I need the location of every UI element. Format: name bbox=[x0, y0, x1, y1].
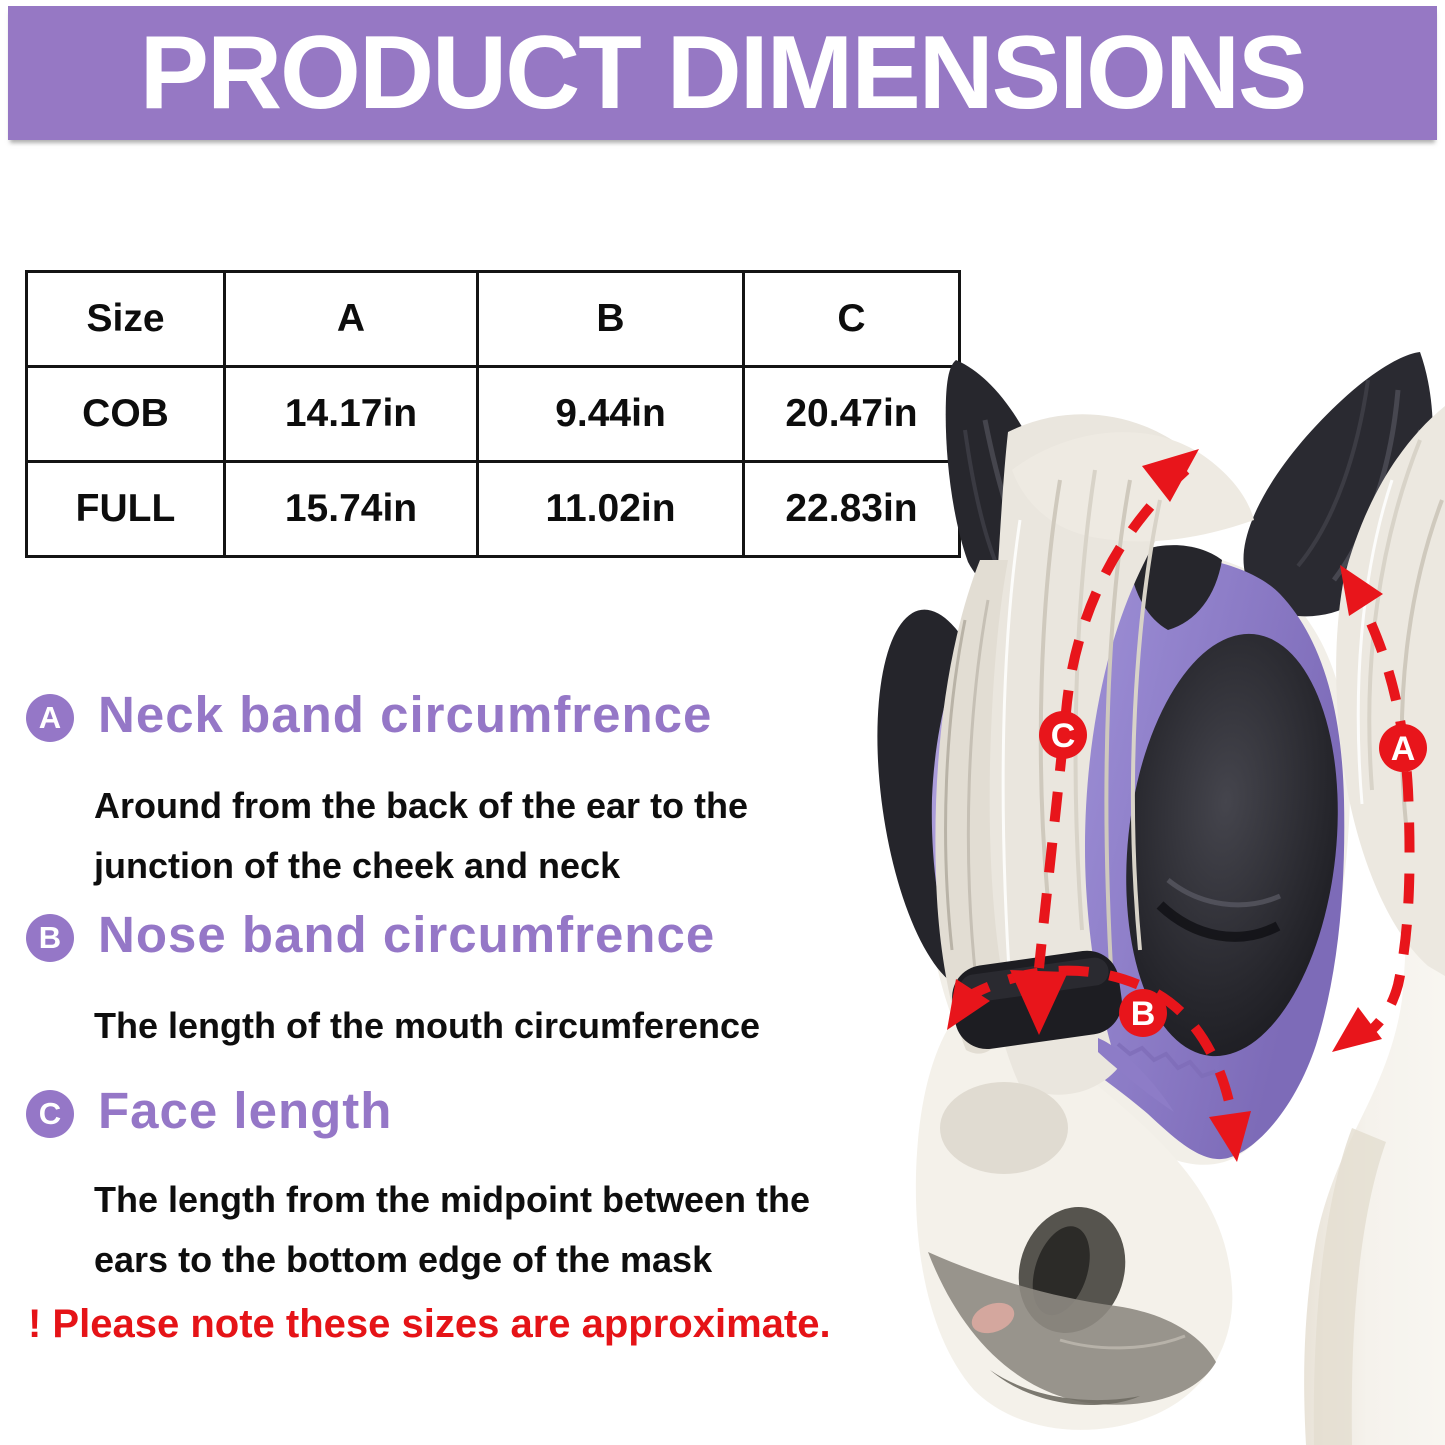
measurement-cell: 9.44in bbox=[476, 365, 745, 463]
arrowhead-c-bottom bbox=[1010, 970, 1068, 1035]
column-header-size: Size bbox=[25, 270, 226, 368]
label-a-circle bbox=[1379, 724, 1427, 772]
arrowhead-b-right bbox=[1209, 1111, 1251, 1162]
arrowhead-a-bottom bbox=[1332, 1007, 1382, 1052]
label-c-circle bbox=[1039, 711, 1087, 759]
arrowhead-c-top bbox=[1142, 449, 1199, 502]
label-a: A bbox=[1391, 730, 1416, 768]
mask-chin-sliver bbox=[1098, 1038, 1174, 1112]
definition-title-c: Face length bbox=[98, 1082, 393, 1139]
eyelash-through-mesh bbox=[1166, 878, 1282, 908]
label-b-circle bbox=[1119, 989, 1167, 1037]
measurement-labels: C A B bbox=[1039, 711, 1427, 1037]
measurement-cell: 14.17in bbox=[223, 365, 479, 463]
eye-through-mesh bbox=[1156, 901, 1281, 942]
size-table: Size A B C COB 14.17in 9.44in 20.47in FU… bbox=[25, 270, 961, 558]
size-cell: FULL bbox=[25, 460, 226, 558]
definition-description-c: The length from the midpoint between the… bbox=[94, 1179, 810, 1280]
table-row-cob: COB 14.17in 9.44in 20.47in bbox=[25, 365, 961, 463]
arrowhead-b-left bbox=[947, 979, 990, 1030]
eye-mesh bbox=[1126, 633, 1338, 1057]
label-c: C bbox=[1051, 717, 1076, 755]
banner: PRODUCT DIMENSIONS bbox=[8, 6, 1437, 140]
muzzle-details bbox=[928, 1082, 1216, 1406]
measurement-cell: 20.47in bbox=[742, 365, 961, 463]
badge-a: A bbox=[26, 694, 74, 742]
table-header-row: Size A B C bbox=[25, 270, 961, 368]
definition-description-a: Around from the back of the ear to the j… bbox=[94, 785, 749, 886]
column-header-b: B bbox=[476, 270, 745, 368]
definition-title-a: Neck band circumfrence bbox=[98, 686, 713, 743]
arrow-a-path bbox=[1343, 575, 1415, 1051]
poll-shadow bbox=[1128, 545, 1222, 630]
badge-c: C bbox=[26, 1090, 74, 1138]
definition-title-b: Nose band circumfrence bbox=[98, 906, 716, 963]
mask-stitch-edge bbox=[1116, 1042, 1228, 1088]
definition-description-b: The length of the mouth circumference bbox=[94, 1005, 761, 1046]
label-b: B bbox=[1131, 995, 1156, 1033]
horse-fly-mask-photo: C A B bbox=[877, 352, 1445, 1445]
arrowhead-a-top bbox=[1340, 565, 1383, 616]
arrowheads bbox=[947, 449, 1383, 1162]
approximate-note: ! Please note these sizes are approximat… bbox=[28, 1302, 831, 1346]
column-header-c: C bbox=[742, 270, 961, 368]
measurement-cell: 22.83in bbox=[742, 460, 961, 558]
badge-b: B bbox=[26, 914, 74, 962]
measurement-cell: 15.74in bbox=[223, 460, 479, 558]
table-row-full: FULL 15.74in 11.02in 22.83in bbox=[25, 460, 961, 558]
size-cell: COB bbox=[25, 365, 226, 463]
page-title: PRODUCT DIMENSIONS bbox=[139, 14, 1308, 131]
measurement-cell: 11.02in bbox=[476, 460, 745, 558]
column-header-a: A bbox=[223, 270, 479, 368]
